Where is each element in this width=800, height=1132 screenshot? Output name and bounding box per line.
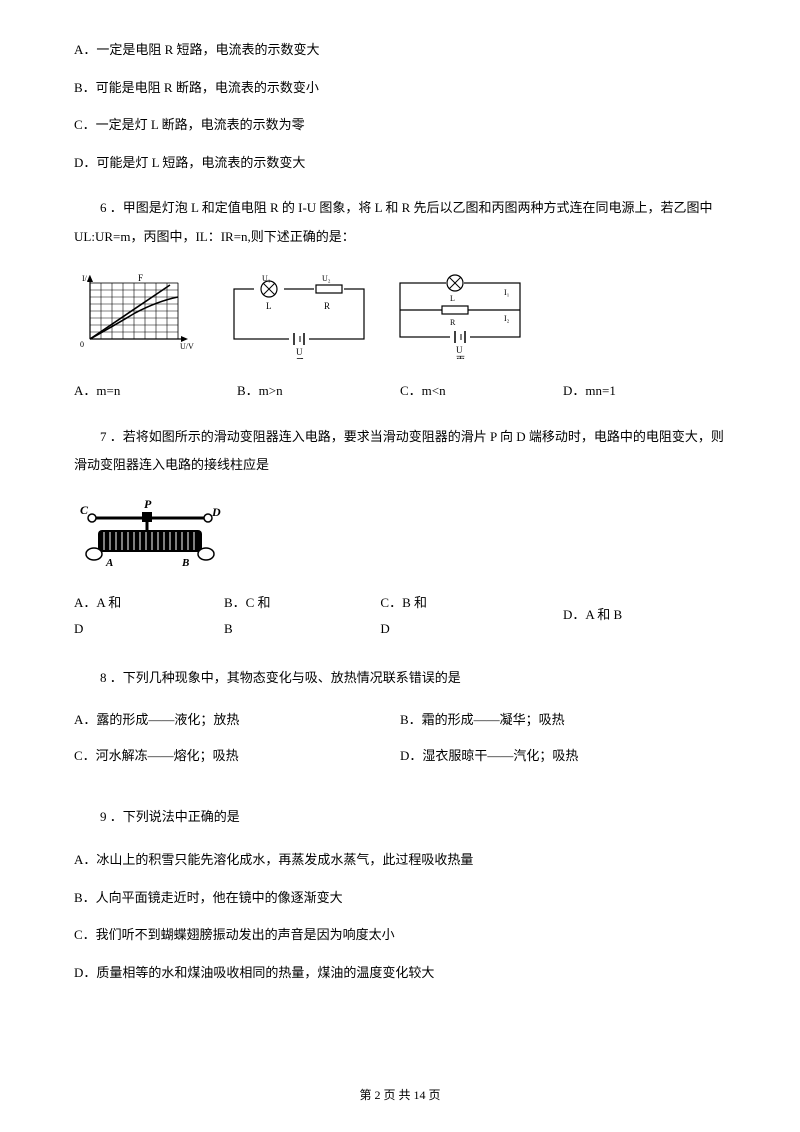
- q5-option-c: C．一定是灯 L 断路，电流表的示数为零: [74, 115, 726, 135]
- svg-text:U: U: [296, 347, 303, 357]
- q9-option-b: B．人向平面镜走近时，他在镜中的像逐渐变大: [74, 888, 726, 908]
- q8-option-a: A．露的形成——液化；放热: [74, 710, 400, 730]
- q6-option-b: B．m>n: [237, 381, 400, 401]
- svg-text:P: P: [144, 498, 152, 511]
- q5-option-a: A．一定是电阻 R 短路，电流表的示数变大: [74, 40, 726, 60]
- q8-options: A．露的形成——液化；放热 B．霜的形成——凝华；吸热 C．河水解冻——熔化；吸…: [74, 710, 726, 781]
- svg-text:U: U: [456, 345, 463, 355]
- svg-text:U₂: U₂: [322, 274, 331, 283]
- q7-option-a: A．A 和D: [74, 590, 224, 642]
- svg-text:L: L: [266, 301, 272, 311]
- q9-option-c: C．我们听不到蝴蝶翅膀振动发出的声音是因为响度太小: [74, 925, 726, 945]
- svg-text:R: R: [324, 301, 330, 311]
- q6-svg: I/A F 0 U/V: [74, 269, 534, 359]
- q6-option-a: A．m=n: [74, 381, 237, 401]
- q5-option-d: D．可能是灯 L 短路，电流表的示数变大: [74, 153, 726, 173]
- q9-option-d: D．质量相等的水和煤油吸收相同的热量，煤油的温度变化较大: [74, 963, 726, 983]
- svg-text:U₁: U₁: [262, 274, 271, 283]
- q8-option-b: B．霜的形成——凝华；吸热: [400, 710, 726, 730]
- q7-options: A．A 和D B．C 和B C．B 和D D．A 和 B: [74, 590, 726, 642]
- q9-option-a: A．冰山上的积雪只能先溶化成水，再蒸发成水蒸气，此过程吸收热量: [74, 850, 726, 870]
- q8-text: 8 ．下列几种现象中，其物态变化与吸、放热情况联系错误的是: [74, 664, 726, 693]
- q6-text: 6 ．甲图是灯泡 L 和定值电阻 R 的 I-U 图象，将 L 和 R 先后以乙…: [74, 194, 726, 251]
- graph-x-label: U/V: [180, 342, 194, 351]
- q7-svg: C D P A B: [74, 498, 234, 568]
- q6-option-d: D．mn=1: [563, 381, 726, 401]
- svg-text:乙: 乙: [296, 357, 305, 359]
- q7-option-d: D．A 和 B: [563, 590, 726, 628]
- svg-text:C: C: [80, 503, 89, 517]
- svg-text:A: A: [105, 557, 113, 568]
- svg-text:I₂: I₂: [504, 314, 510, 323]
- q7-option-b: B．C 和B: [224, 590, 380, 642]
- svg-text:丙: 丙: [456, 355, 465, 359]
- svg-text:L: L: [450, 294, 455, 303]
- svg-text:D: D: [211, 505, 221, 519]
- q7-option-c: C．B 和D: [380, 590, 563, 642]
- graph-f-label: F: [138, 273, 143, 283]
- q6-options: A．m=n B．m>n C．m<n D．mn=1: [74, 381, 726, 401]
- q7-text: 7 ．若将如图所示的滑动变阻器连入电路，要求当滑动变阻器的滑片 P 向 D 端移…: [74, 423, 726, 480]
- q8-option-d: D．湿衣服晾干——汽化；吸热: [400, 746, 726, 766]
- page-footer: 第 2 页 共 14 页: [0, 1086, 800, 1104]
- svg-text:0: 0: [80, 340, 84, 349]
- q8-option-c: C．河水解冻——熔化；吸热: [74, 746, 400, 766]
- svg-text:B: B: [181, 557, 189, 568]
- q9-text: 9 ．下列说法中正确的是: [74, 803, 726, 832]
- q7-diagram: C D P A B: [74, 498, 726, 568]
- q5-option-b: B．可能是电阻 R 断路，电流表的示数变小: [74, 78, 726, 98]
- svg-text:R: R: [450, 318, 456, 327]
- svg-text:I₁: I₁: [504, 288, 510, 297]
- q6-diagrams: I/A F 0 U/V: [74, 269, 726, 359]
- q6-option-c: C．m<n: [400, 381, 563, 401]
